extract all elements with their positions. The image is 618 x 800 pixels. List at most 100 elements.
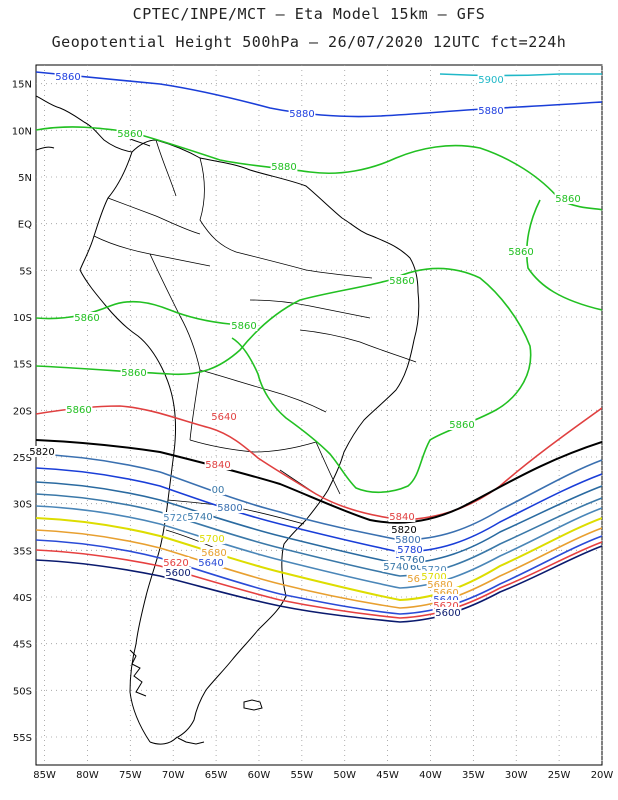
contour-label: 5640 <box>211 412 236 423</box>
contour-5900 <box>439 73 602 77</box>
contour-label: 5820 <box>29 447 54 458</box>
contour-label-bg <box>197 557 225 568</box>
lat-tick-label: 50S <box>13 686 32 697</box>
contour-5760 <box>36 481 602 565</box>
latitude-labels: 15N 10N 5N EQ 5S 10S 15S 20S 25S 30S 35S 40S 45S 50S 5… <box>12 80 32 744</box>
contour-5600 <box>36 545 602 623</box>
lon-tick-label: 30W <box>505 770 528 781</box>
contour-label: 5620 <box>163 558 188 569</box>
contour-label: 5600 <box>435 608 460 619</box>
lat-tick-label: 55S <box>13 733 32 744</box>
contour-label: 5740 <box>383 562 408 573</box>
contour-label: 5860 <box>555 194 580 205</box>
contour-label: 5620 <box>433 601 458 612</box>
lon-tick-label: 60W <box>248 770 271 781</box>
contour-label-bg <box>507 246 535 257</box>
contour-5860-d <box>36 267 532 494</box>
contour-label: 5860 <box>121 368 146 379</box>
contour-label-bg <box>186 511 214 522</box>
lon-tick-label: 65W <box>205 770 228 781</box>
contour-label-bg <box>116 128 144 139</box>
contour-label: 5860 <box>117 129 142 140</box>
contour-label: 5640 <box>198 558 223 569</box>
contour-5820 <box>36 439 602 524</box>
contour-label-bg <box>162 512 190 523</box>
contour-5720 <box>36 505 602 589</box>
lon-tick-label: 35W <box>462 770 485 781</box>
contour-5780 <box>36 467 602 553</box>
map-title: CPTEC/INPE/MCT – Eta Model 15km – GFS <box>132 5 486 23</box>
lat-tick-label: 45S <box>13 640 32 651</box>
contour-label: 5700 <box>199 534 224 545</box>
contour-label: 5860 <box>389 276 414 287</box>
lon-tick-label: 80W <box>76 770 99 781</box>
contour-label: 5860 <box>74 313 99 324</box>
contour-label-bg <box>200 547 228 558</box>
contour-label: 5840 <box>389 512 414 523</box>
contour-label: 5720 <box>421 565 446 576</box>
contour-label-bg <box>432 587 460 598</box>
contour-label-bg <box>270 161 298 172</box>
contour-label: 00 <box>212 485 225 496</box>
contour-label-bg <box>388 511 416 522</box>
lon-tick-label: 25W <box>548 770 571 781</box>
contour-label-bg <box>388 275 416 286</box>
contour-label: 5860 <box>449 420 474 431</box>
contour-label-bg <box>65 404 93 415</box>
longitude-labels: 85W 80W 75W 70W 65W 60W 55W 50W 45W 40W 35W 30W 25W 2… <box>33 770 613 781</box>
contour-5860-c <box>36 300 231 325</box>
contour-label-bg <box>198 533 226 544</box>
contour-label-bg <box>162 557 190 568</box>
lat-tick-label: 30S <box>13 500 32 511</box>
contour-label-bg <box>434 607 462 618</box>
lon-tick-label: 85W <box>33 770 56 781</box>
lat-tick-label: 15S <box>13 360 32 371</box>
contour-label: 5700 <box>421 572 446 583</box>
contour-label: 5820 <box>391 525 416 536</box>
lon-tick-label: 70W <box>162 770 185 781</box>
contour-label: 5860 <box>55 72 80 83</box>
country-borders <box>93 139 417 553</box>
lon-tick-label: 45W <box>376 770 399 781</box>
contour-label: 5860 <box>66 405 91 416</box>
contour-label: 5880 <box>271 162 296 173</box>
contour-label: 5720 <box>163 513 188 524</box>
lon-tick-label: 20W <box>591 770 614 781</box>
contour-label-bg <box>420 571 448 582</box>
contour-label-bg <box>382 561 410 572</box>
contour-5860-north <box>36 71 602 118</box>
lat-tick-label: 5N <box>18 173 32 184</box>
contour-label-bg <box>164 567 192 578</box>
contour-label-bg <box>120 367 148 378</box>
contour-label: 5880 <box>289 109 314 120</box>
contour-label-bg <box>216 502 244 513</box>
lon-tick-label: 40W <box>419 770 442 781</box>
contour-label: 5680 <box>201 548 226 559</box>
contour-label: 5880 <box>478 106 503 117</box>
map-subtitle: Geopotential Height 500hPa – 26/07/2020 … <box>51 33 567 51</box>
lat-tick-label: 5S <box>19 266 32 277</box>
contour-label-bg <box>477 105 505 116</box>
contour-label: 5760 <box>399 555 424 566</box>
contour-label: 5840 <box>205 460 230 471</box>
contour-label: 5780 <box>397 545 422 556</box>
lat-tick-label: 40S <box>13 593 32 604</box>
contour-label-bg <box>420 564 448 575</box>
contour-5700 <box>36 517 602 602</box>
lat-tick-label: 25S <box>13 453 32 464</box>
lat-tick-label: 10N <box>12 126 32 137</box>
contour-labels: 5860 5880 5900 5880 5860 5880 5860 5860 5860 5860… <box>28 71 582 619</box>
contour-label-bg <box>394 534 422 545</box>
contour-label: 5860 <box>508 247 533 258</box>
lat-tick-label: 10S <box>13 313 32 324</box>
lat-tick-label: 35S <box>13 546 32 557</box>
contour-label-bg <box>230 320 258 331</box>
contour-5640 <box>36 535 602 615</box>
contour-label: 5760 <box>397 562 422 573</box>
contour-label-bg <box>54 71 82 82</box>
contour-label-bg <box>390 524 418 535</box>
contour-label-bg <box>398 554 426 565</box>
lat-tick-label: 15N <box>12 80 32 91</box>
contour-label: 5600 <box>165 568 190 579</box>
